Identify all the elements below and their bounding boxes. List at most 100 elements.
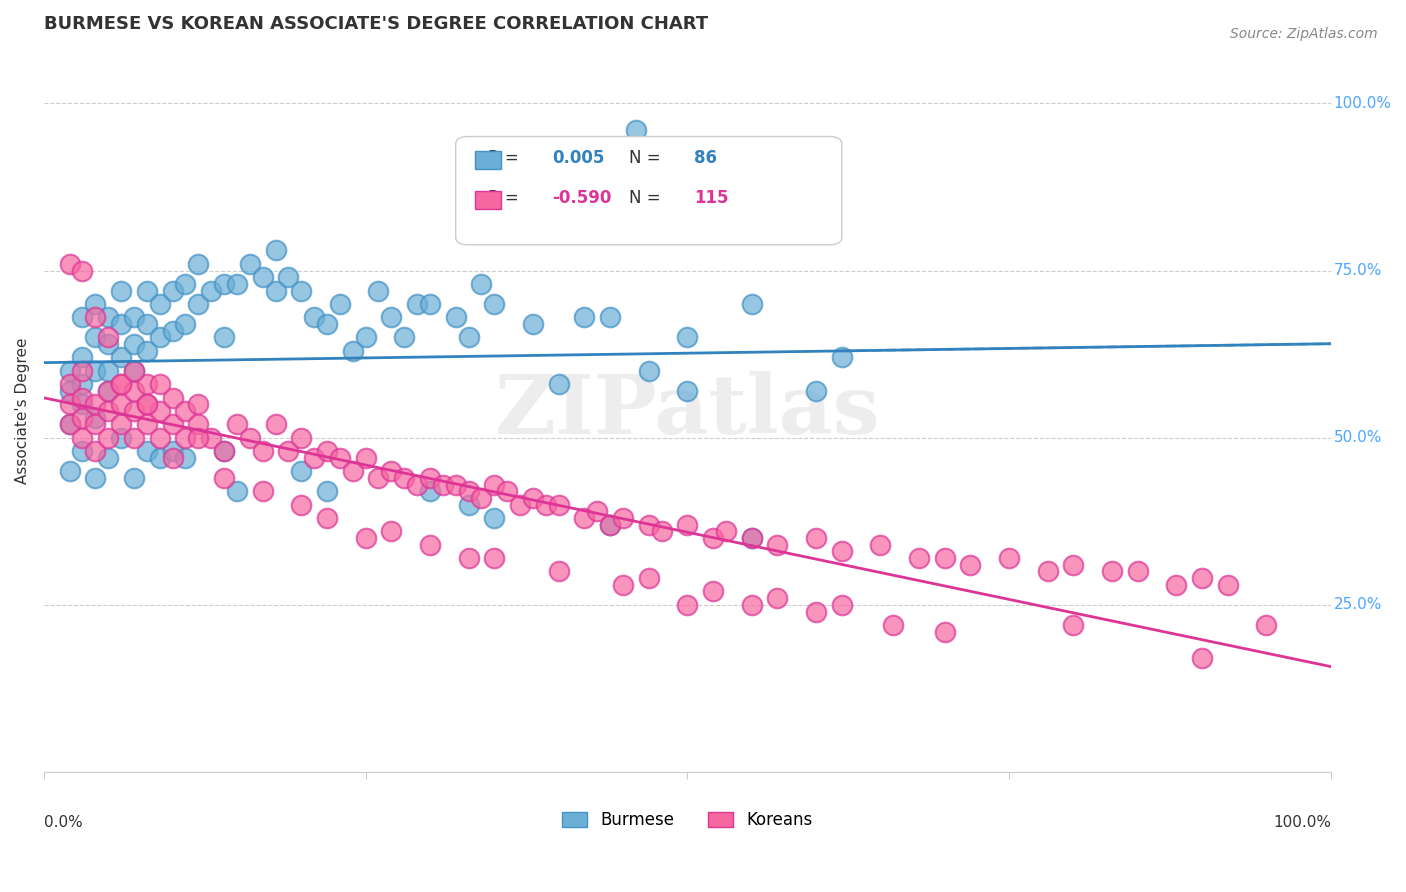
Point bbox=[72, 377, 94, 392]
Point bbox=[804, 605, 827, 619]
Point bbox=[457, 484, 479, 499]
FancyBboxPatch shape bbox=[475, 151, 501, 169]
Point bbox=[59, 257, 82, 271]
Point bbox=[97, 310, 120, 325]
Point bbox=[329, 297, 352, 311]
Point bbox=[637, 571, 659, 585]
Point bbox=[110, 351, 132, 365]
Point bbox=[586, 504, 609, 518]
Text: 115: 115 bbox=[693, 189, 728, 207]
Point bbox=[110, 317, 132, 331]
Point bbox=[59, 377, 82, 392]
Point bbox=[290, 498, 312, 512]
Text: R =: R = bbox=[488, 189, 519, 207]
Point bbox=[277, 270, 299, 285]
Point bbox=[264, 244, 287, 258]
Point bbox=[599, 517, 621, 532]
Point bbox=[419, 471, 441, 485]
Point bbox=[547, 565, 569, 579]
Point bbox=[72, 391, 94, 405]
Point bbox=[574, 511, 596, 525]
Point bbox=[316, 317, 339, 331]
Point bbox=[676, 384, 699, 398]
Point bbox=[212, 471, 235, 485]
Point bbox=[135, 317, 157, 331]
Point bbox=[59, 417, 82, 432]
Point bbox=[599, 310, 621, 325]
Point bbox=[959, 558, 981, 572]
Point bbox=[72, 410, 94, 425]
Point bbox=[212, 277, 235, 291]
Point bbox=[162, 391, 184, 405]
FancyBboxPatch shape bbox=[456, 136, 842, 244]
Point bbox=[1036, 565, 1059, 579]
Point bbox=[676, 598, 699, 612]
Point bbox=[97, 337, 120, 351]
Point bbox=[612, 511, 634, 525]
Point bbox=[354, 531, 377, 545]
Point bbox=[342, 464, 364, 478]
Point bbox=[59, 384, 82, 398]
Point bbox=[522, 317, 544, 331]
Point bbox=[934, 624, 956, 639]
Point bbox=[174, 404, 197, 418]
Point bbox=[59, 364, 82, 378]
Point bbox=[149, 431, 172, 445]
Point bbox=[135, 397, 157, 411]
Point bbox=[122, 364, 145, 378]
Point bbox=[149, 330, 172, 344]
Point bbox=[162, 444, 184, 458]
Point bbox=[612, 578, 634, 592]
Point bbox=[110, 377, 132, 392]
Point bbox=[226, 277, 249, 291]
Text: 100.0%: 100.0% bbox=[1272, 815, 1331, 830]
Point bbox=[135, 397, 157, 411]
Text: 0.0%: 0.0% bbox=[44, 815, 83, 830]
Point bbox=[110, 417, 132, 432]
Point bbox=[84, 410, 107, 425]
Point bbox=[484, 551, 506, 566]
Point bbox=[766, 538, 789, 552]
Point bbox=[637, 364, 659, 378]
Point bbox=[394, 471, 416, 485]
Point bbox=[122, 364, 145, 378]
Point bbox=[329, 450, 352, 465]
Point bbox=[574, 310, 596, 325]
Text: N =: N = bbox=[630, 149, 661, 167]
Point bbox=[122, 404, 145, 418]
Point bbox=[316, 444, 339, 458]
Point bbox=[831, 351, 853, 365]
Y-axis label: Associate's Degree: Associate's Degree bbox=[15, 338, 30, 484]
Point bbox=[212, 444, 235, 458]
Point bbox=[187, 417, 209, 432]
Point bbox=[162, 450, 184, 465]
Point bbox=[135, 284, 157, 298]
Point bbox=[174, 431, 197, 445]
Point bbox=[302, 450, 325, 465]
Point bbox=[380, 524, 402, 539]
Point bbox=[599, 517, 621, 532]
Point bbox=[316, 511, 339, 525]
Point bbox=[122, 337, 145, 351]
Point bbox=[135, 343, 157, 358]
Point bbox=[97, 384, 120, 398]
Point bbox=[998, 551, 1021, 566]
Point bbox=[290, 464, 312, 478]
Text: BURMESE VS KOREAN ASSOCIATE'S DEGREE CORRELATION CHART: BURMESE VS KOREAN ASSOCIATE'S DEGREE COR… bbox=[44, 15, 709, 33]
Point bbox=[406, 297, 429, 311]
Point bbox=[149, 450, 172, 465]
Point bbox=[110, 431, 132, 445]
Point bbox=[484, 511, 506, 525]
Point bbox=[84, 444, 107, 458]
Point bbox=[496, 484, 519, 499]
Point bbox=[354, 450, 377, 465]
Text: N =: N = bbox=[630, 189, 661, 207]
Point bbox=[110, 397, 132, 411]
Point bbox=[522, 491, 544, 505]
Point bbox=[419, 484, 441, 499]
Text: 86: 86 bbox=[693, 149, 717, 167]
Point bbox=[212, 444, 235, 458]
Point bbox=[406, 477, 429, 491]
Point bbox=[84, 364, 107, 378]
Point bbox=[624, 123, 647, 137]
